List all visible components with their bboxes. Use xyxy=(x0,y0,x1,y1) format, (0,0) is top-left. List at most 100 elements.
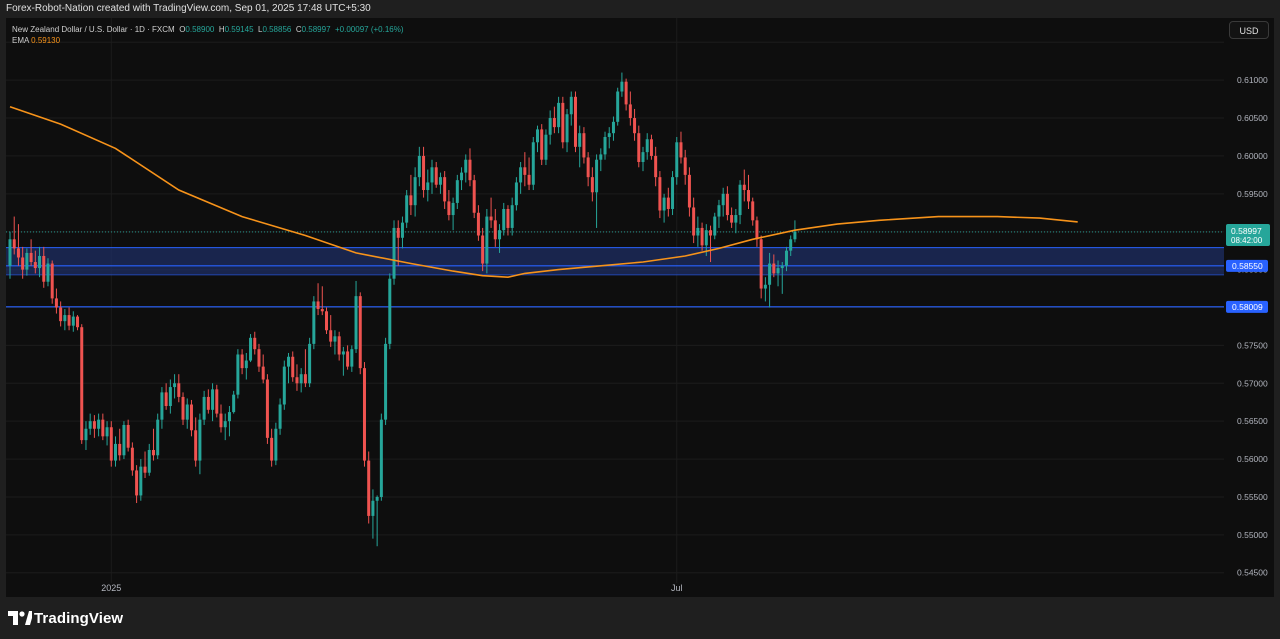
candle-body[interactable] xyxy=(620,81,624,92)
candle-body[interactable] xyxy=(227,412,231,422)
candle-body[interactable] xyxy=(468,159,472,181)
candle-body[interactable] xyxy=(683,157,687,175)
candle-body[interactable] xyxy=(573,96,577,147)
candle-body[interactable] xyxy=(143,466,147,473)
candle-body[interactable] xyxy=(599,154,603,160)
candle-body[interactable] xyxy=(738,184,742,216)
candle-body[interactable] xyxy=(616,91,620,122)
candle-body[interactable] xyxy=(126,424,130,448)
candle-body[interactable] xyxy=(236,354,240,395)
candle-body[interactable] xyxy=(295,377,299,384)
candle-body[interactable] xyxy=(308,343,312,384)
chart-area[interactable]: 0.610000.605000.600000.595000.590000.585… xyxy=(6,18,1274,597)
candle-body[interactable] xyxy=(502,208,506,231)
candle-body[interactable] xyxy=(265,379,269,438)
candle-body[interactable] xyxy=(346,351,350,367)
candle-body[interactable] xyxy=(173,383,177,388)
candle-body[interactable] xyxy=(287,356,291,367)
candle-body[interactable] xyxy=(177,383,181,397)
candle-body[interactable] xyxy=(16,248,20,258)
candle-body[interactable] xyxy=(603,136,607,155)
candle-body[interactable] xyxy=(219,413,223,428)
candle-body[interactable] xyxy=(147,449,151,473)
candle-body[interactable] xyxy=(325,311,328,331)
candle-body[interactable] xyxy=(679,142,683,158)
candle-body[interactable] xyxy=(50,263,54,299)
candle-body[interactable] xyxy=(649,139,653,156)
candle-body[interactable] xyxy=(582,133,586,158)
candle-body[interactable] xyxy=(371,500,375,516)
candle-body[interactable] xyxy=(498,230,502,240)
candle-body[interactable] xyxy=(25,252,29,270)
candle-body[interactable] xyxy=(316,301,320,310)
candle-body[interactable] xyxy=(434,167,438,185)
candle-body[interactable] xyxy=(460,172,464,181)
candle-body[interactable] xyxy=(358,296,362,369)
candle-body[interactable] xyxy=(400,222,404,238)
candle-body[interactable] xyxy=(759,239,763,289)
candle-body[interactable] xyxy=(341,351,345,355)
candle-body[interactable] xyxy=(447,201,451,216)
candle-body[interactable] xyxy=(130,447,134,471)
candle-body[interactable] xyxy=(438,177,442,185)
candle-body[interactable] xyxy=(105,427,109,437)
symbol-name[interactable]: New Zealand Dollar / U.S. Dollar · 1D · … xyxy=(12,25,175,34)
candle-body[interactable] xyxy=(519,167,523,183)
candle-body[interactable] xyxy=(21,257,25,270)
candle-body[interactable] xyxy=(156,419,160,456)
candle-body[interactable] xyxy=(578,133,582,147)
candle-body[interactable] xyxy=(590,177,594,193)
candle-body[interactable] xyxy=(54,298,58,308)
candle-body[interactable] xyxy=(139,466,143,496)
candle-body[interactable] xyxy=(531,142,535,185)
candle-body[interactable] xyxy=(451,202,455,216)
legend-row-ema[interactable]: EMA 0.59130 xyxy=(12,35,404,46)
candle-body[interactable] xyxy=(772,263,776,274)
candle-body[interactable] xyxy=(282,366,286,405)
tradingview-logo[interactable]: TradingView xyxy=(8,609,123,627)
candle-body[interactable] xyxy=(409,195,413,206)
candle-body[interactable] xyxy=(46,263,50,282)
candle-body[interactable] xyxy=(730,215,734,223)
candle-body[interactable] xyxy=(485,216,489,264)
candle-body[interactable] xyxy=(717,205,721,217)
candle-body[interactable] xyxy=(696,227,700,236)
candle-body[interactable] xyxy=(320,309,324,312)
candle-body[interactable] xyxy=(793,231,797,240)
candle-body[interactable] xyxy=(455,180,459,203)
candle-body[interactable] xyxy=(536,129,539,143)
candle-body[interactable] xyxy=(253,337,257,350)
candle-body[interactable] xyxy=(586,157,590,178)
candle-body[interactable] xyxy=(168,387,172,407)
candle-body[interactable] xyxy=(185,404,189,420)
candle-body[interactable] xyxy=(493,220,497,240)
candle-body[interactable] xyxy=(206,396,210,410)
candle-body[interactable] xyxy=(506,208,510,228)
candle-body[interactable] xyxy=(751,201,755,221)
candle-body[interactable] xyxy=(561,102,565,143)
candle-body[interactable] xyxy=(67,315,71,326)
candle-body[interactable] xyxy=(658,177,662,211)
candle-body[interactable] xyxy=(261,366,265,380)
candle-body[interactable] xyxy=(725,193,729,216)
candle-body[interactable] xyxy=(641,152,645,162)
candle-body[interactable] xyxy=(181,396,185,420)
candle-body[interactable] xyxy=(337,336,341,355)
candle-body[interactable] xyxy=(565,114,569,143)
candle-body[interactable] xyxy=(654,155,658,178)
candle-body[interactable] xyxy=(59,307,63,322)
candle-body[interactable] xyxy=(244,360,248,369)
candle-body[interactable] xyxy=(540,129,544,160)
candle-body[interactable] xyxy=(274,428,278,461)
candle-body[interactable] xyxy=(97,419,101,429)
candle-body[interactable] xyxy=(548,118,552,135)
candle-body[interactable] xyxy=(704,230,708,246)
candle-body[interactable] xyxy=(780,265,784,269)
candle-body[interactable] xyxy=(523,167,527,175)
candle-body[interactable] xyxy=(544,134,548,160)
candle-body[interactable] xyxy=(692,207,696,236)
candle-body[interactable] xyxy=(666,197,670,209)
candle-body[interactable] xyxy=(223,421,227,428)
candle-body[interactable] xyxy=(362,368,366,461)
candle-body[interactable] xyxy=(333,336,337,342)
